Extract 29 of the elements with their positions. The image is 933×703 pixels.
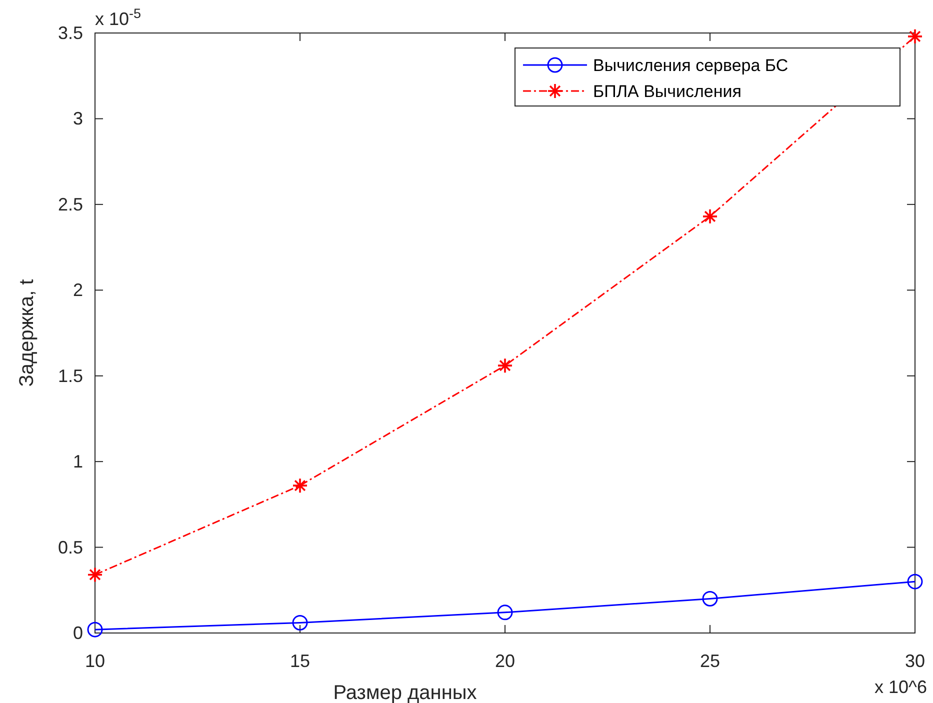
y-tick-label: 3.5 xyxy=(58,23,83,43)
legend-label: Вычисления сервера БС xyxy=(593,56,788,75)
y-tick-label: 1 xyxy=(72,452,83,472)
point xyxy=(87,622,103,638)
point xyxy=(87,566,103,583)
x-tick-label: 25 xyxy=(700,651,720,671)
y-tick-label: 0 xyxy=(72,623,83,643)
point xyxy=(497,358,513,374)
point xyxy=(292,614,308,630)
text: x 10^6 xyxy=(874,677,927,697)
legend-label: БПЛА Вычисления xyxy=(593,82,742,101)
point xyxy=(907,574,923,590)
point xyxy=(907,28,923,44)
y-tick-label: 2 xyxy=(72,280,83,300)
point xyxy=(702,590,718,606)
y-tick-label: 1.5 xyxy=(58,366,83,386)
y-tick-label: 0.5 xyxy=(58,537,83,558)
x-tick-label: 10 xyxy=(84,651,106,671)
y-axis-title: Задержка, t xyxy=(16,278,38,387)
x-tick-label: 20 xyxy=(494,651,516,671)
point xyxy=(292,478,308,494)
y-tick-label: 2.5 xyxy=(58,194,83,214)
y-tick-label: 3 xyxy=(72,108,83,129)
point xyxy=(497,604,513,620)
point xyxy=(702,208,718,224)
text: x 10$^{-5}$ xyxy=(95,6,142,29)
x-tick-label: 15 xyxy=(290,651,310,671)
x-tick-label: 30 xyxy=(904,651,926,671)
x-axis-title: Размер данных xyxy=(333,682,477,703)
